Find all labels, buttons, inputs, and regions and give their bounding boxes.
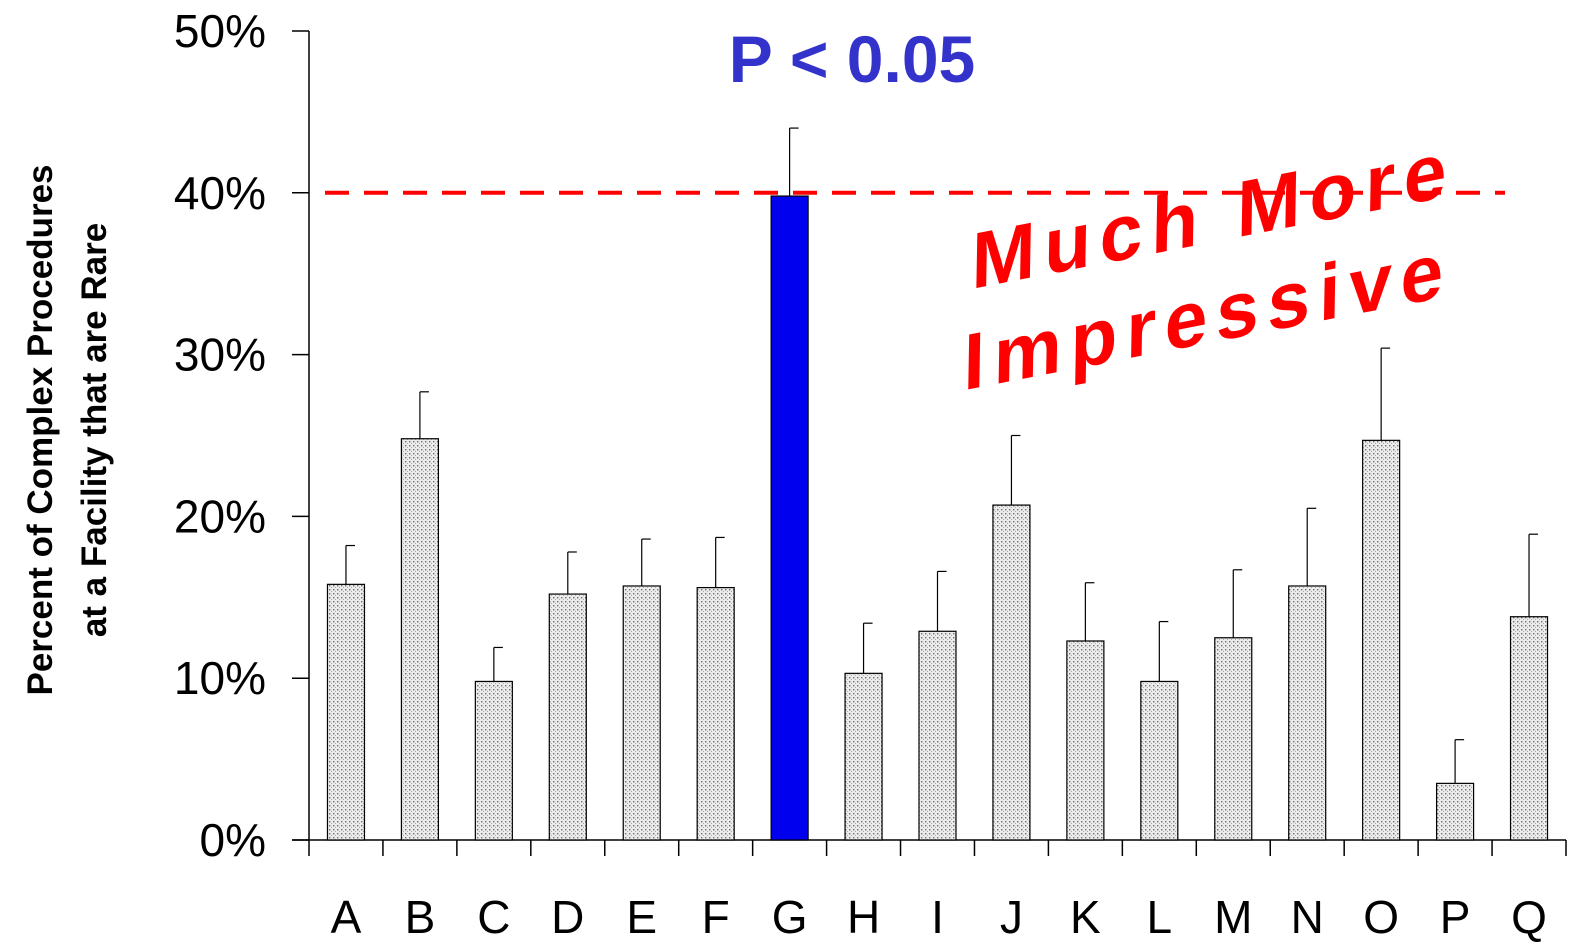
bars: [326, 195, 1549, 841]
x-tick-label-I: I: [931, 891, 944, 943]
y-tick-label: 30%: [174, 329, 266, 381]
bar-M: [1214, 637, 1253, 841]
y-tick-label: 50%: [174, 5, 266, 57]
bar-F: [696, 586, 735, 841]
x-tick-label-H: H: [847, 891, 880, 943]
bar-Q: [1509, 616, 1549, 841]
x-tick-label-N: N: [1291, 891, 1324, 943]
y-axis-title: Percent of Complex Procedures at a Facil…: [21, 165, 114, 696]
x-tick-label-Q: Q: [1511, 891, 1547, 943]
bar-B: [400, 438, 440, 841]
x-tick-label-F: F: [702, 891, 730, 943]
x-tick-label-K: K: [1070, 891, 1101, 943]
impressive-annotation: Much More Impressive: [963, 123, 1456, 407]
y-axis-ticks: 0% 10% 20% 30% 40% 50%: [174, 5, 309, 866]
x-tick-label-L: L: [1147, 891, 1173, 943]
y-tick-label: 10%: [174, 652, 266, 704]
error-bars: [345, 127, 1539, 784]
bar-G: [770, 195, 809, 841]
bar-O: [1362, 439, 1401, 841]
x-tick-label-G: G: [772, 891, 808, 943]
bar-C: [474, 680, 513, 841]
bar-I: [918, 630, 957, 841]
bar-D: [548, 593, 587, 841]
bar-A: [326, 583, 366, 841]
x-tick-label-M: M: [1214, 891, 1252, 943]
y-tick-label: 0%: [200, 814, 266, 866]
x-tick-label-A: A: [331, 891, 362, 943]
bar-H: [844, 672, 883, 841]
bar-K: [1066, 640, 1105, 841]
x-tick-label-D: D: [551, 891, 584, 943]
y-axis-title-line1: Percent of Complex Procedures: [21, 165, 60, 696]
x-tick-label-E: E: [626, 891, 657, 943]
bar-L: [1140, 680, 1179, 841]
bar-P: [1435, 782, 1475, 841]
p-value-annotation: P < 0.05: [729, 22, 976, 96]
x-tick-label-J: J: [1000, 891, 1023, 943]
bar-E: [622, 585, 661, 841]
y-tick-label: 40%: [174, 167, 266, 219]
bar-N: [1288, 585, 1327, 841]
bar-J: [992, 504, 1031, 841]
x-tick-label-B: B: [405, 891, 436, 943]
y-tick-label: 20%: [174, 490, 266, 542]
y-axis-title-line2: at a Facility that are Rare: [75, 223, 114, 637]
x-tick-label-C: C: [477, 891, 510, 943]
x-tick-label-O: O: [1363, 891, 1399, 943]
x-tick-label-P: P: [1440, 891, 1471, 943]
